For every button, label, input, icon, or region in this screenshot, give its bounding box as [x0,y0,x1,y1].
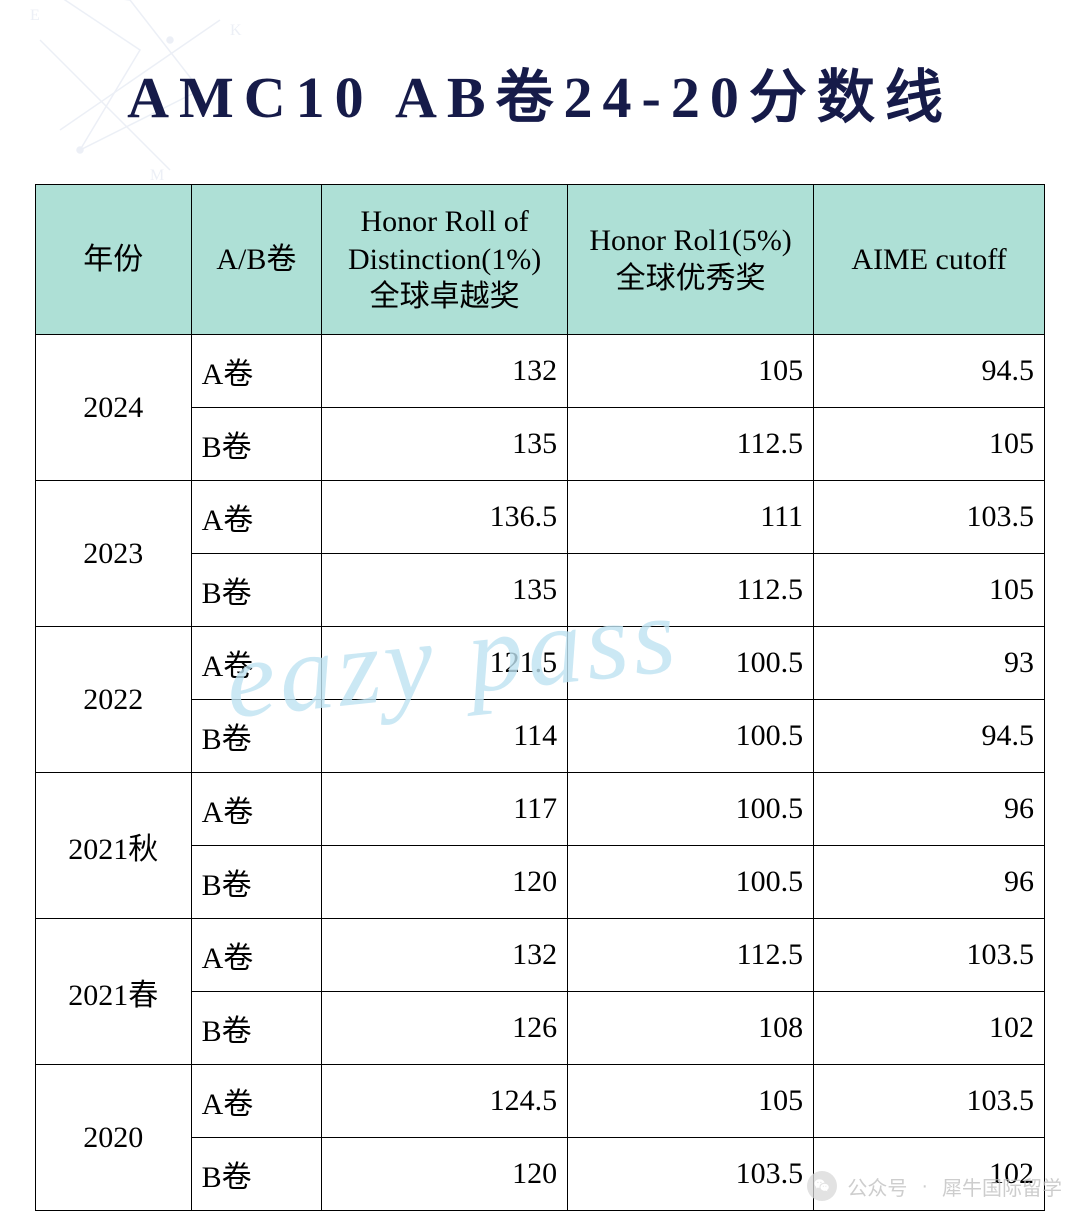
cell-year: 2024 [36,335,192,481]
cell-paper: B卷 [191,700,322,773]
cell-paper: B卷 [191,1138,322,1211]
cell-year: 2020 [36,1065,192,1211]
cell-paper: B卷 [191,992,322,1065]
cell-year: 2023 [36,481,192,627]
cell-aime: 105 [814,408,1045,481]
wechat-icon [807,1171,837,1201]
cell-aime: 103.5 [814,1065,1045,1138]
cell-year: 2021秋 [36,773,192,919]
cell-aime: 94.5 [814,335,1045,408]
cell-paper: B卷 [191,408,322,481]
score-table: 年份 A/B卷 Honor Roll of Distinction(1%) 全球… [35,184,1045,1211]
table-row: 2023 A卷 136.5 111 103.5 [36,481,1045,554]
col-header-year: 年份 [36,185,192,335]
cell-aime: 102 [814,992,1045,1065]
table-row: 2024 A卷 132 105 94.5 [36,335,1045,408]
cell-hr: 100.5 [568,700,814,773]
cell-hrd: 120 [322,1138,568,1211]
cell-hrd: 135 [322,408,568,481]
cell-hrd: 126 [322,992,568,1065]
cell-hr: 112.5 [568,554,814,627]
footer-label-prefix: 公众号 [847,1172,907,1201]
page-title: AMC10 AB卷24-20分数线 [20,50,1060,134]
cell-aime: 96 [814,846,1045,919]
cell-hr: 112.5 [568,408,814,481]
cell-paper: B卷 [191,554,322,627]
table-row: 2021春 A卷 132 112.5 103.5 [36,919,1045,992]
cell-hrd: 132 [322,335,568,408]
cell-hr: 100.5 [568,627,814,700]
cell-hr: 105 [568,335,814,408]
svg-text:E: E [30,7,40,24]
cell-paper: A卷 [191,1065,322,1138]
cell-hrd: 124.5 [322,1065,568,1138]
cell-aime: 103.5 [814,919,1045,992]
footer-separator: · [921,1175,928,1198]
cell-hr: 100.5 [568,846,814,919]
cell-paper: A卷 [191,773,322,846]
cell-aime: 105 [814,554,1045,627]
col-header-hrd: Honor Roll of Distinction(1%) 全球卓越奖 [322,185,568,335]
col-header-hr: Honor Rol1(5%) 全球优秀奖 [568,185,814,335]
table-body: 2024 A卷 132 105 94.5 B卷 135 112.5 105 20… [36,335,1045,1211]
cell-hr: 105 [568,1065,814,1138]
col-header-aime: AIME cutoff [814,185,1045,335]
cell-aime: 94.5 [814,700,1045,773]
cell-year: 2021春 [36,919,192,1065]
cell-hrd: 117 [322,773,568,846]
table-row: 2022 A卷 121.5 100.5 93 [36,627,1045,700]
cell-hrd: 136.5 [322,481,568,554]
cell-paper: A卷 [191,335,322,408]
cell-hr: 103.5 [568,1138,814,1211]
cell-paper: A卷 [191,481,322,554]
svg-text:M: M [150,167,164,184]
footer-attribution: 公众号 · 犀牛国际留学 [807,1171,1062,1201]
cell-hr: 111 [568,481,814,554]
cell-paper: A卷 [191,627,322,700]
cell-year: 2022 [36,627,192,773]
svg-text:K: K [230,22,242,39]
cell-hrd: 121.5 [322,627,568,700]
cell-aime: 93 [814,627,1045,700]
col-header-paper: A/B卷 [191,185,322,335]
cell-paper: A卷 [191,919,322,992]
cell-aime: 103.5 [814,481,1045,554]
table-header-row: 年份 A/B卷 Honor Roll of Distinction(1%) 全球… [36,185,1045,335]
cell-hr: 100.5 [568,773,814,846]
cell-hrd: 135 [322,554,568,627]
footer-label-name: 犀牛国际留学 [942,1172,1062,1201]
cell-hrd: 114 [322,700,568,773]
table-row: 2021秋 A卷 117 100.5 96 [36,773,1045,846]
table-row: 2020 A卷 124.5 105 103.5 [36,1065,1045,1138]
cell-paper: B卷 [191,846,322,919]
cell-aime: 96 [814,773,1045,846]
cell-hr: 108 [568,992,814,1065]
cell-hrd: 132 [322,919,568,992]
cell-hrd: 120 [322,846,568,919]
cell-hr: 112.5 [568,919,814,992]
